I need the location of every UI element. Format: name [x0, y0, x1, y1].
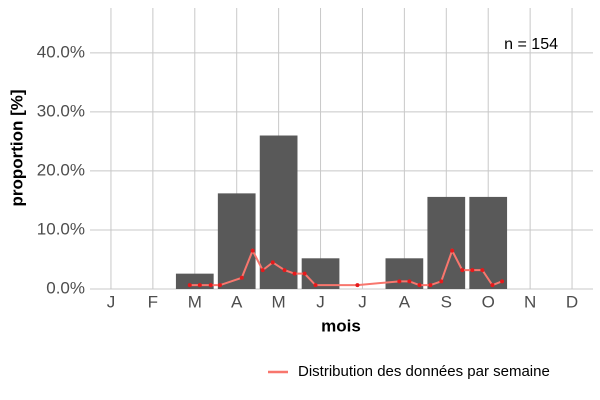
x-tick-label: N [524, 292, 536, 311]
x-tick-label: J [107, 292, 116, 311]
bar [259, 135, 298, 289]
bar [217, 193, 256, 289]
line-point [450, 248, 455, 253]
y-axis-title: proportion [%] [7, 89, 26, 206]
x-tick-label: F [148, 292, 158, 311]
line-point [407, 279, 412, 284]
line-point [355, 283, 360, 288]
bar [301, 258, 340, 289]
line-point [490, 283, 495, 288]
line-point [217, 283, 222, 288]
x-tick-label: M [188, 292, 202, 311]
line-point [260, 268, 265, 273]
annotation: n = 154 [504, 36, 558, 53]
line-point [397, 279, 402, 284]
y-tick-label: 0.0% [46, 278, 85, 297]
x-tick-label: M [272, 292, 286, 311]
line-point [197, 283, 202, 288]
y-tick-label: 20.0% [37, 160, 85, 179]
y-tick-label: 40.0% [37, 42, 85, 61]
line-point [270, 260, 275, 265]
x-tick-label: J [358, 292, 367, 311]
x-tick-label: O [482, 292, 495, 311]
line-point [460, 268, 465, 273]
bar [427, 196, 466, 289]
line-point [302, 271, 307, 276]
bar [175, 273, 214, 289]
line-point [500, 279, 505, 284]
x-axis-title: mois [321, 316, 361, 335]
x-tick-label: D [566, 292, 578, 311]
line-point [292, 271, 297, 276]
x-tick-label: J [316, 292, 325, 311]
line-point [417, 283, 422, 288]
line-point [208, 283, 213, 288]
x-tick-label: A [231, 292, 243, 311]
line-point [439, 279, 444, 284]
line-point [250, 248, 255, 253]
x-tick-label: S [441, 292, 452, 311]
line-point [187, 283, 192, 288]
y-tick-label: 30.0% [37, 101, 85, 120]
line-point [313, 283, 318, 288]
line-point [239, 275, 244, 280]
y-tick-label: 10.0% [37, 219, 85, 238]
bar [469, 196, 508, 289]
line-point [428, 283, 433, 288]
line-point [480, 268, 485, 273]
line-point [282, 268, 287, 273]
legend-label: Distribution des données par semaine [298, 363, 550, 380]
x-tick-label: A [399, 292, 411, 311]
line-point [470, 268, 475, 273]
